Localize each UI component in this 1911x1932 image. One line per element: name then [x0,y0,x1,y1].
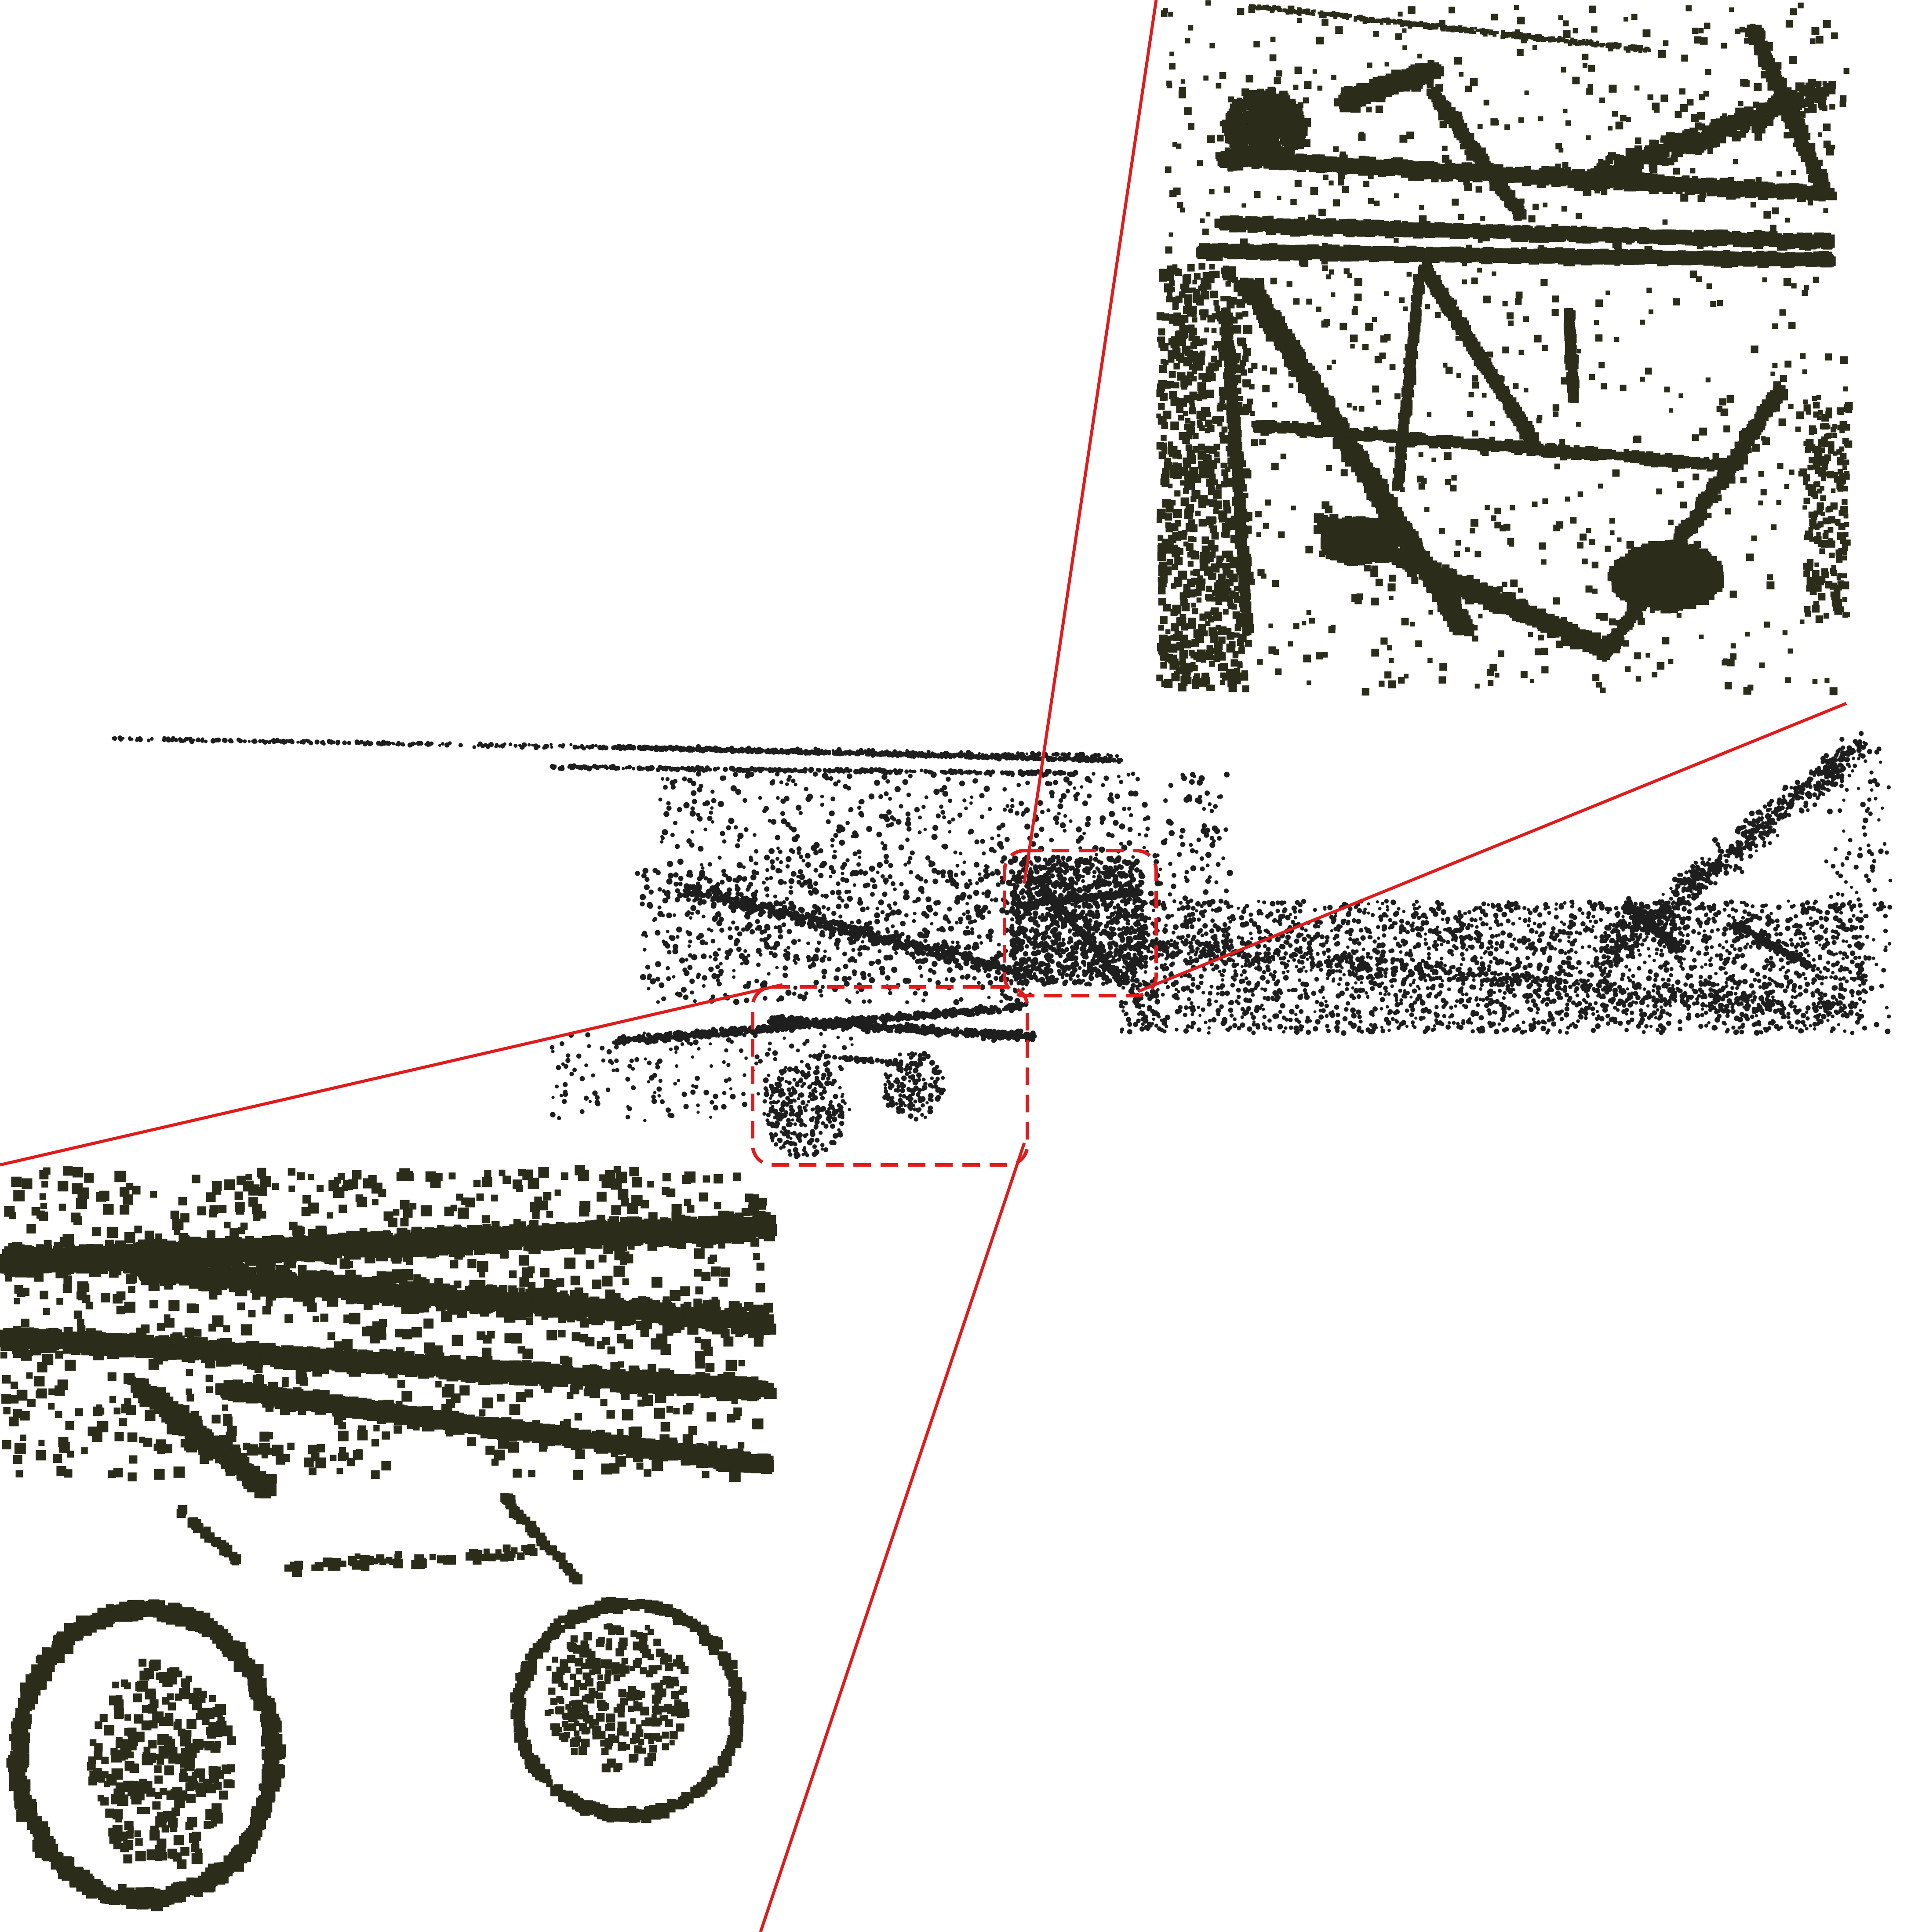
figure-canvas [0,0,1911,1932]
figure-svg [0,0,1911,1932]
